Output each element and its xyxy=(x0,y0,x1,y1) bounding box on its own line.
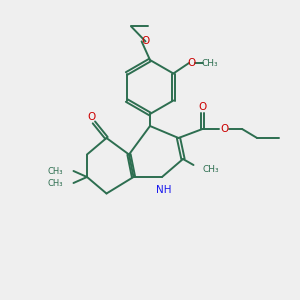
Text: O: O xyxy=(187,58,196,68)
Text: O: O xyxy=(220,124,229,134)
Text: O: O xyxy=(141,36,150,46)
Text: NH: NH xyxy=(156,184,172,195)
Text: CH₃: CH₃ xyxy=(201,58,218,68)
Text: O: O xyxy=(87,112,96,122)
Text: CH₃: CH₃ xyxy=(202,165,219,174)
Text: CH₃: CH₃ xyxy=(47,178,63,188)
Text: CH₃: CH₃ xyxy=(47,167,63,176)
Text: O: O xyxy=(198,101,207,112)
